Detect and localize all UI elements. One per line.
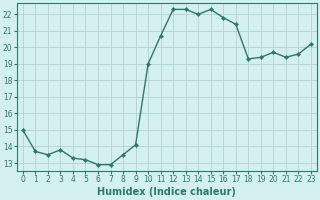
X-axis label: Humidex (Indice chaleur): Humidex (Indice chaleur) — [98, 187, 236, 197]
